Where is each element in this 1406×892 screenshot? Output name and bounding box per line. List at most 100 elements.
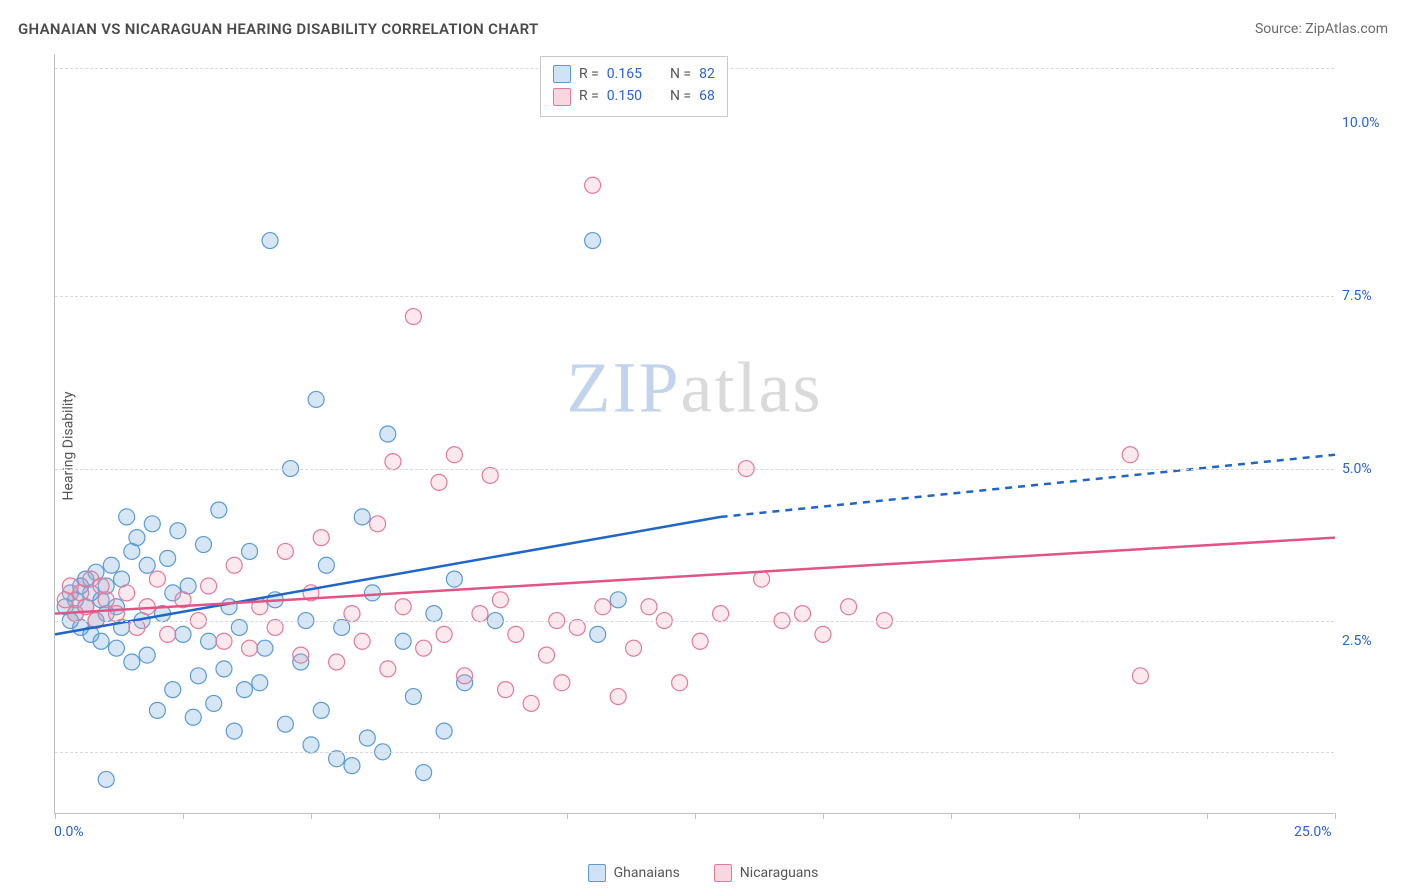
data-point xyxy=(108,606,124,622)
x-tick xyxy=(1207,813,1208,819)
data-point xyxy=(124,654,140,670)
data-point xyxy=(436,723,452,739)
gridline xyxy=(55,469,1334,470)
data-point xyxy=(185,709,201,725)
gridline xyxy=(55,621,1334,622)
data-point xyxy=(610,592,626,608)
data-point xyxy=(380,661,396,677)
data-point xyxy=(370,516,386,532)
data-point xyxy=(313,702,329,718)
data-point xyxy=(318,557,334,573)
x-tick xyxy=(567,813,568,819)
legend-r-label: R = xyxy=(579,85,599,107)
data-point xyxy=(231,619,247,635)
data-point xyxy=(416,765,432,781)
data-point xyxy=(446,447,462,463)
x-tick xyxy=(823,813,824,819)
trend-line-dashed xyxy=(721,455,1335,517)
data-point xyxy=(585,177,601,193)
data-point xyxy=(313,530,329,546)
data-point xyxy=(344,606,360,622)
data-point xyxy=(539,647,555,663)
data-point xyxy=(754,571,770,587)
data-point xyxy=(508,626,524,642)
data-point xyxy=(344,758,360,774)
x-tick-label: 0.0% xyxy=(54,824,84,840)
x-tick xyxy=(951,813,952,819)
data-point xyxy=(93,633,109,649)
data-point xyxy=(585,233,601,249)
data-point xyxy=(165,682,181,698)
data-point xyxy=(160,626,176,642)
chart-source: Source: ZipAtlas.com xyxy=(1255,21,1388,37)
gridline xyxy=(55,752,1334,753)
data-point xyxy=(354,633,370,649)
data-point xyxy=(472,606,488,622)
data-point xyxy=(457,668,473,684)
x-tick xyxy=(1079,813,1080,819)
data-point xyxy=(221,599,237,615)
data-point xyxy=(523,695,539,711)
data-point xyxy=(293,647,309,663)
data-point xyxy=(334,619,350,635)
legend-swatch xyxy=(553,65,571,83)
data-point xyxy=(160,550,176,566)
data-point xyxy=(569,619,585,635)
data-point xyxy=(226,557,242,573)
legend-r-value: 0.150 xyxy=(607,85,642,107)
data-point xyxy=(303,737,319,753)
data-point xyxy=(108,640,124,656)
data-point xyxy=(226,723,242,739)
x-tick xyxy=(439,813,440,819)
legend-n-value: 82 xyxy=(699,63,715,85)
legend-label: Nicaraguans xyxy=(740,865,819,881)
data-point xyxy=(354,509,370,525)
data-point xyxy=(492,592,508,608)
data-point xyxy=(308,391,324,407)
data-point xyxy=(1132,668,1148,684)
data-point xyxy=(446,571,462,587)
data-point xyxy=(190,668,206,684)
stats-legend: R =0.165N =82R =0.150N =68 xyxy=(540,56,728,117)
bottom-legend: Ghanaians Nicaraguans xyxy=(0,864,1406,882)
data-point xyxy=(139,647,155,663)
plot-area: ZIPatlas xyxy=(54,54,1334,814)
data-point xyxy=(431,474,447,490)
data-point xyxy=(149,702,165,718)
data-point xyxy=(170,523,186,539)
data-point xyxy=(364,585,380,601)
data-point xyxy=(242,543,258,559)
legend-swatch xyxy=(588,864,606,882)
data-point xyxy=(103,557,119,573)
data-point xyxy=(641,599,657,615)
data-point xyxy=(139,557,155,573)
data-point xyxy=(175,626,191,642)
data-point xyxy=(713,606,729,622)
stats-legend-row: R =0.165N =82 xyxy=(553,63,715,85)
legend-label: Ghanaians xyxy=(614,865,680,881)
data-point xyxy=(252,675,268,691)
data-point xyxy=(595,599,611,615)
data-point xyxy=(482,467,498,483)
data-point xyxy=(436,626,452,642)
data-point xyxy=(498,682,514,698)
data-point xyxy=(1122,447,1138,463)
data-point xyxy=(201,633,217,649)
data-point xyxy=(395,633,411,649)
x-tick xyxy=(695,813,696,819)
data-point xyxy=(98,592,114,608)
data-point xyxy=(119,509,135,525)
data-point xyxy=(672,675,688,691)
data-point xyxy=(405,309,421,325)
legend-n-label: N = xyxy=(670,63,691,85)
chart-header: GHANAIAN VS NICARAGUAN HEARING DISABILIT… xyxy=(18,20,1388,38)
gridline xyxy=(55,296,1334,297)
x-tick xyxy=(183,813,184,819)
data-point xyxy=(216,661,232,677)
data-point xyxy=(149,571,165,587)
y-tick-label: 2.5% xyxy=(1342,633,1372,649)
data-point xyxy=(129,530,145,546)
y-tick-label: 5.0% xyxy=(1342,461,1372,477)
legend-r-value: 0.165 xyxy=(607,63,642,85)
y-tick-label: 10.0% xyxy=(1342,115,1380,131)
